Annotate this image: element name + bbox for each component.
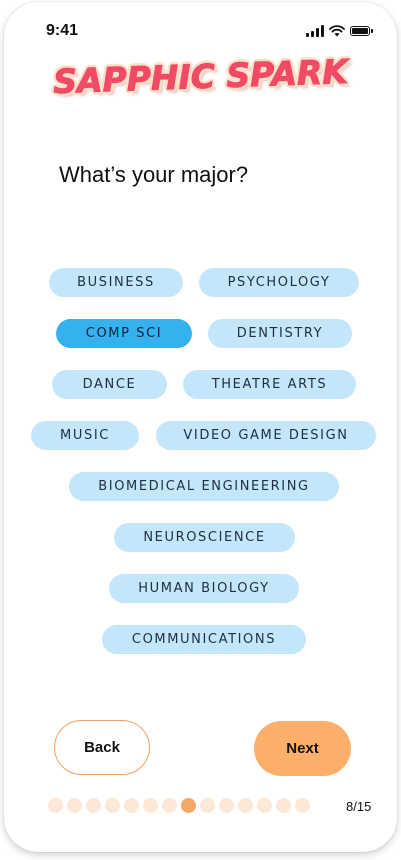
back-button[interactable]: Back (54, 720, 150, 775)
progress-dot (105, 798, 120, 813)
app-logo: SAPPHIC SPARK (52, 51, 349, 102)
progress-dot (48, 798, 63, 813)
major-chip-human-biology[interactable]: HUMAN BIOLOGY (109, 574, 299, 603)
major-chip-neuroscience[interactable]: NEUROSCIENCE (114, 523, 295, 552)
major-chip-biomedical-engineering[interactable]: BIOMEDICAL ENGINEERING (69, 472, 339, 501)
major-chip-dentistry[interactable]: DENTISTRY (208, 319, 352, 348)
major-chip-video-game-design[interactable]: VIDEO GAME DESIGN (156, 421, 376, 450)
next-button[interactable]: Next (254, 721, 351, 776)
progress-dot (295, 798, 310, 813)
progress-dot-active (181, 798, 196, 813)
major-chip-dance[interactable]: DANCE (52, 370, 167, 399)
progress-dots (48, 798, 310, 813)
progress-dot (238, 798, 253, 813)
battery-icon (350, 26, 370, 36)
progress-dot (124, 798, 139, 813)
major-chip-communications[interactable]: COMMUNICATIONS (102, 625, 306, 654)
progress-dot (200, 798, 215, 813)
major-chip-business[interactable]: BUSINESS (49, 268, 183, 297)
phone-frame: 9:41 SAPPHIC SPARK What’s your major? BU… (4, 2, 397, 852)
progress-dot (162, 798, 177, 813)
progress-label: 8/15 (346, 799, 372, 814)
major-chip-comp-sci[interactable]: COMP SCI (56, 319, 192, 348)
status-icons (306, 25, 373, 37)
progress-dot (276, 798, 291, 813)
wifi-icon (329, 25, 345, 37)
progress-dot (257, 798, 272, 813)
major-chip-music[interactable]: MUSIC (31, 421, 139, 450)
progress-dot (67, 798, 82, 813)
major-chip-theatre-arts[interactable]: THEATRE ARTS (183, 370, 356, 399)
progress-dot (86, 798, 101, 813)
progress-dot (219, 798, 234, 813)
battery-cap (371, 29, 373, 33)
question-title: What’s your major? (59, 162, 249, 187)
progress-dot (143, 798, 158, 813)
major-chip-psychology[interactable]: PSYCHOLOGY (199, 268, 359, 297)
signal-icon (306, 25, 324, 37)
status-time: 9:41 (46, 22, 79, 39)
